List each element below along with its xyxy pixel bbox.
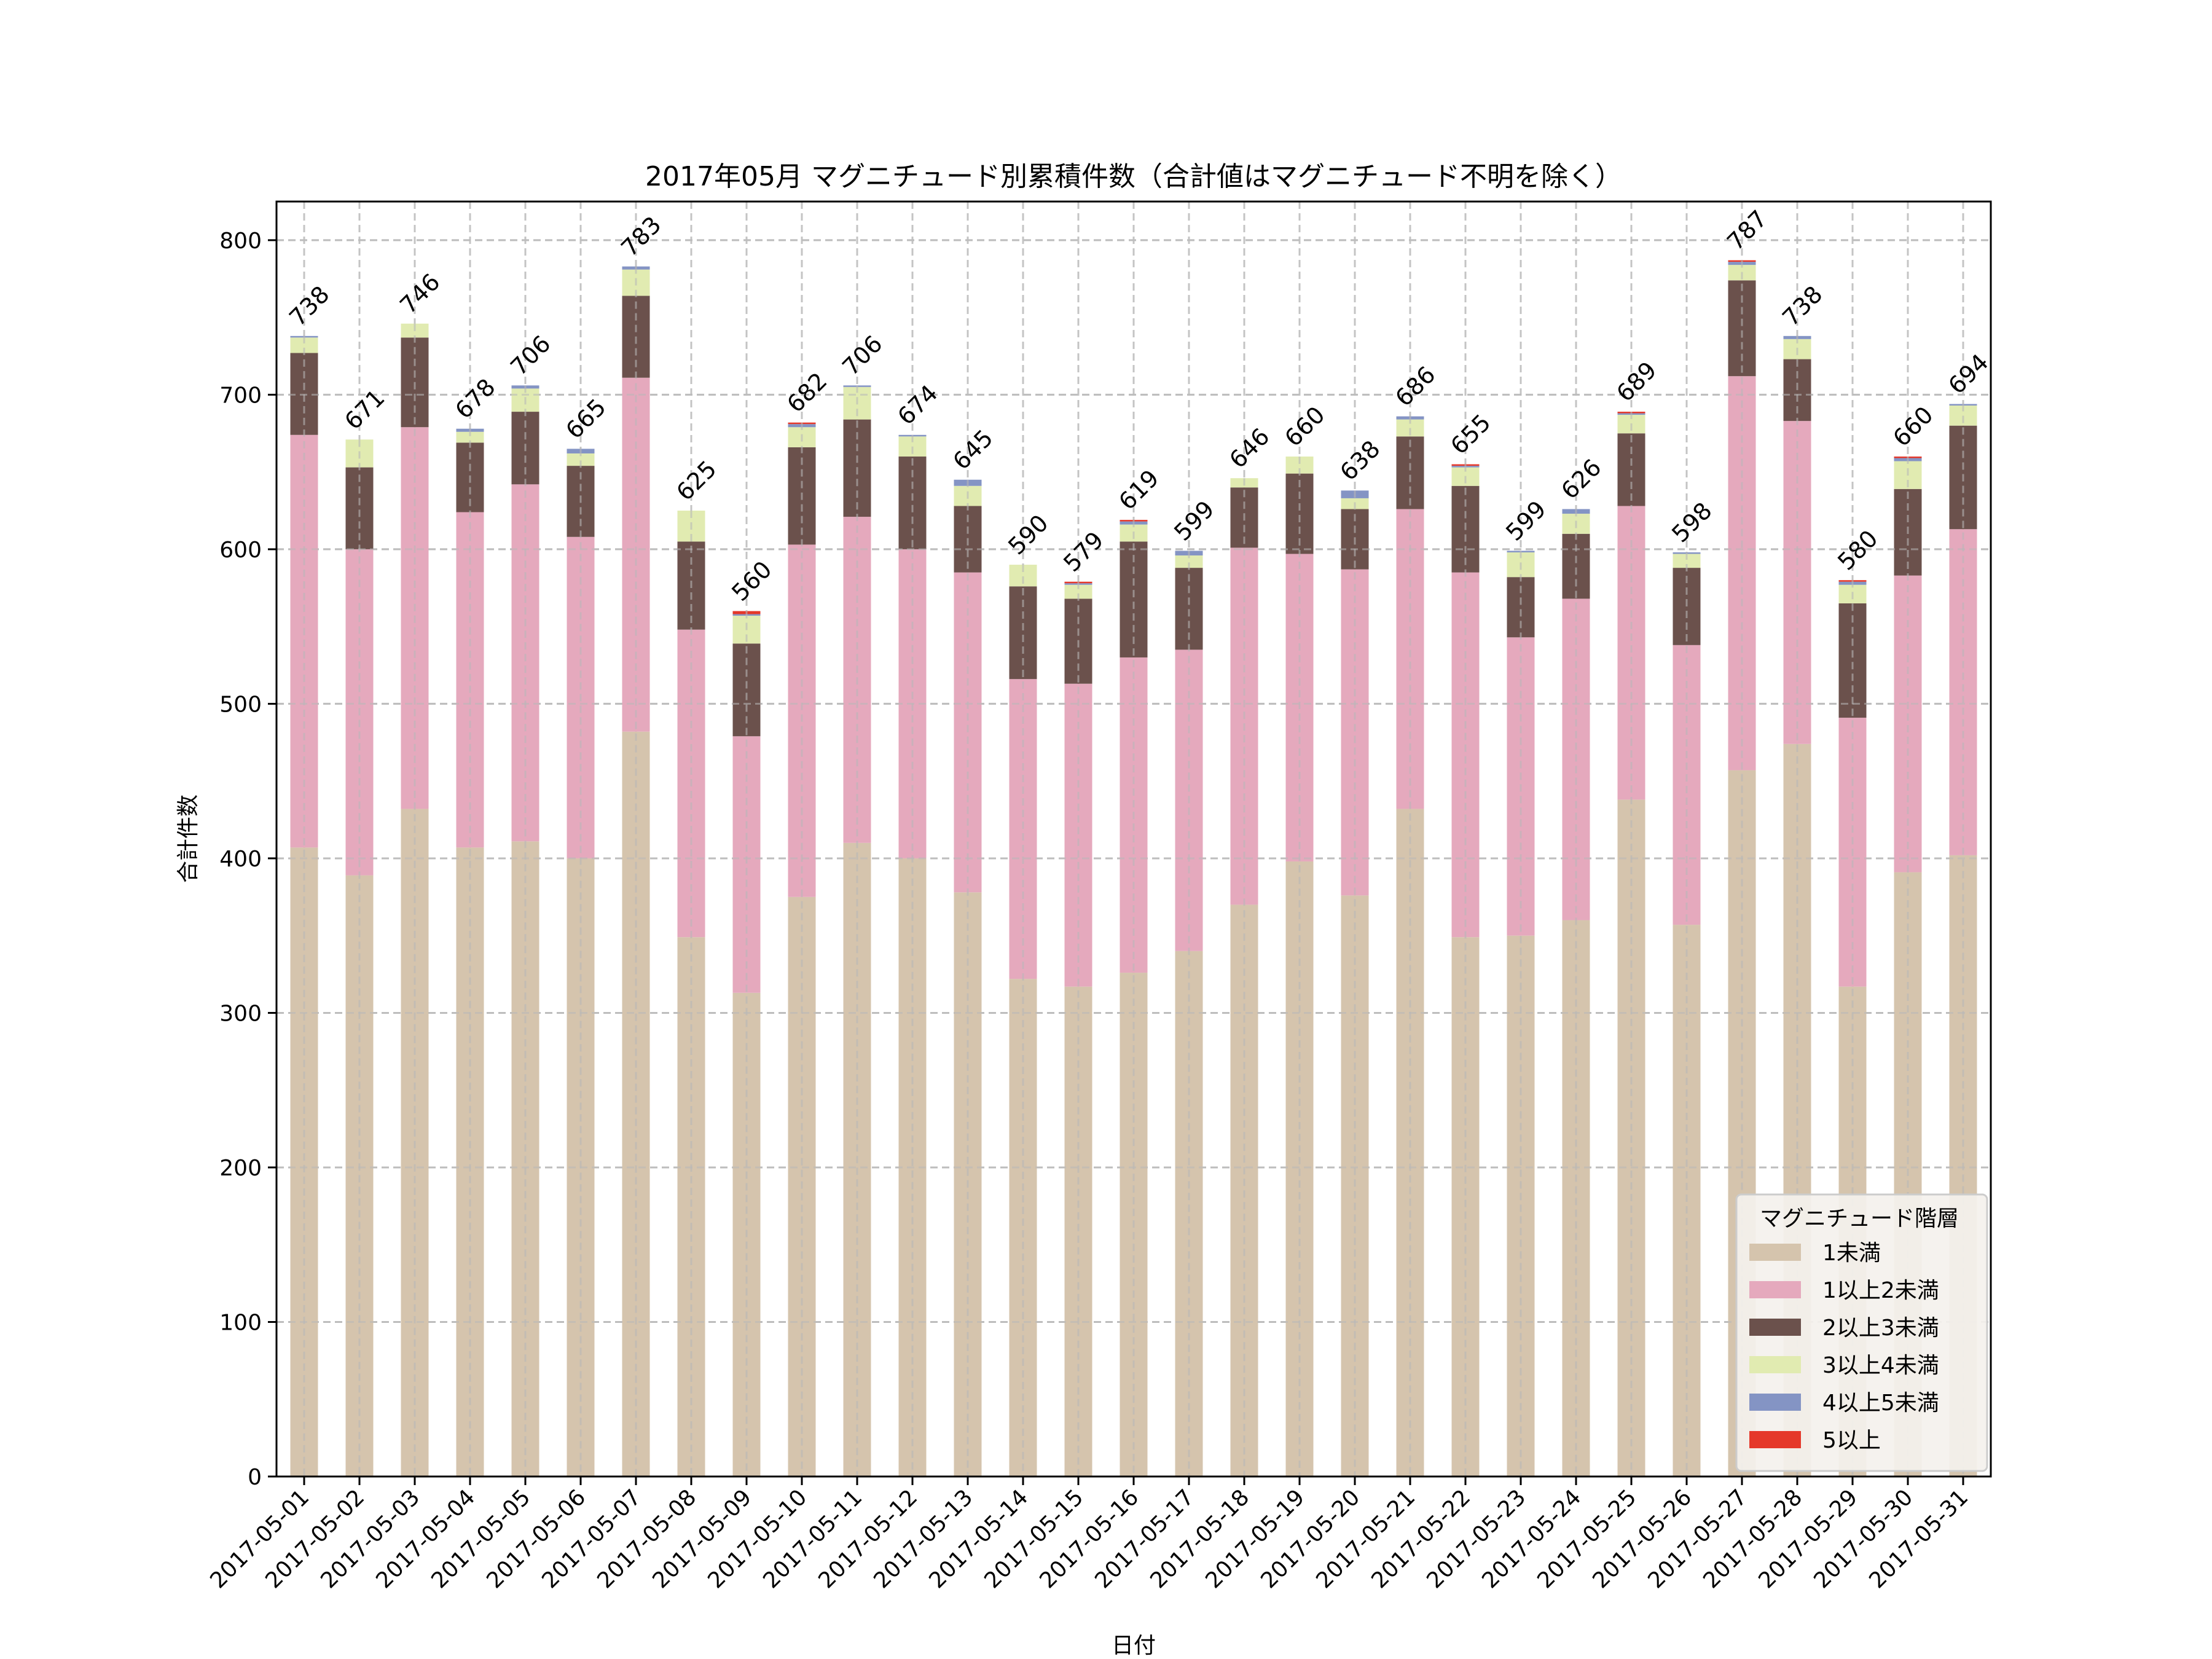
legend-title: マグニチュード階層: [1760, 1206, 1959, 1231]
y-tick-label: 500: [219, 692, 262, 717]
y-tick-label: 400: [219, 847, 262, 872]
legend-swatch: [1749, 1244, 1801, 1261]
total-label: 694: [1943, 348, 1993, 399]
bar-segment: [456, 431, 484, 443]
legend-swatch: [1749, 1356, 1801, 1373]
chart-title: 2017年05月 マグニチュード別累積件数（合計値はマグニチュード不明を除く）: [645, 161, 1622, 192]
bar-segment: [1009, 979, 1037, 1477]
total-label: 665: [560, 393, 611, 444]
total-label: 678: [450, 374, 500, 424]
total-label: 738: [1777, 281, 1827, 331]
total-label: 706: [505, 330, 555, 380]
legend-swatch: [1749, 1394, 1801, 1411]
total-label: 599: [1169, 495, 1219, 546]
legend-swatch: [1749, 1281, 1801, 1298]
total-label: 787: [1722, 205, 1772, 256]
bars: [276, 239, 1991, 1477]
total-label: 638: [1335, 435, 1385, 485]
total-label: 646: [1224, 423, 1274, 473]
legend-label: 1以上2未満: [1822, 1278, 1939, 1303]
total-label: 660: [1279, 401, 1330, 452]
bar-segment: [1064, 986, 1092, 1477]
legend-label: 3以上4未満: [1822, 1353, 1939, 1378]
total-label: 590: [1003, 509, 1053, 560]
total-label: 682: [782, 367, 832, 418]
total-label: 738: [284, 281, 334, 331]
total-label: 660: [1888, 401, 1938, 452]
bar-segment: [1175, 951, 1203, 1477]
legend-label: 1未満: [1822, 1241, 1881, 1266]
bar-segment: [1396, 436, 1424, 509]
total-label: 579: [1058, 527, 1108, 577]
legend-swatch: [1749, 1431, 1801, 1448]
total-label: 625: [671, 455, 721, 506]
total-label: 671: [339, 384, 390, 434]
total-label: 686: [1390, 361, 1440, 412]
x-axis: 2017-05-012017-05-022017-05-032017-05-04…: [205, 1477, 1973, 1593]
bar-segment: [1673, 554, 1701, 568]
bar-segment: [1396, 509, 1424, 809]
total-label: 598: [1666, 497, 1717, 547]
y-tick-label: 200: [219, 1156, 262, 1181]
bar-segment: [1562, 533, 1590, 599]
total-label: 626: [1556, 453, 1606, 504]
total-label: 645: [947, 425, 998, 475]
y-tick-label: 300: [219, 1001, 262, 1026]
total-label: 783: [616, 211, 666, 262]
legend-swatch: [1749, 1319, 1801, 1336]
total-label: 706: [837, 330, 887, 380]
legend: マグニチュード階層 1未満 1以上2未満 2以上3未満 3以上4未満 4以上5未満 5以上: [1735, 1193, 1988, 1472]
legend-label: 5以上: [1822, 1428, 1881, 1453]
bar-segment: [1673, 645, 1701, 925]
bar-segment: [456, 847, 484, 1477]
legend-label: 2以上3未満: [1822, 1316, 1939, 1341]
x-axis-label: 日付: [1112, 1633, 1156, 1658]
bar-segment: [1451, 572, 1480, 938]
bar-segment: [1175, 555, 1203, 568]
legend-items: 1未満 1以上2未満 2以上3未満 3以上4未満 4以上5未満 5以上: [1749, 1241, 1939, 1453]
bar-segment: [1728, 280, 1756, 377]
y-axis: 0 100 200 300 400 500 600 700 800: [219, 229, 276, 1490]
legend-label: 4以上5未満: [1822, 1390, 1939, 1416]
y-tick-label: 800: [219, 229, 262, 254]
total-label: 674: [892, 380, 943, 430]
total-label: 599: [1500, 495, 1551, 546]
total-label: 746: [394, 269, 445, 319]
y-tick-label: 600: [219, 538, 262, 563]
y-axis-label: 合計件数: [176, 794, 201, 883]
bar-segment: [567, 453, 595, 466]
total-label: 580: [1832, 525, 1883, 575]
total-label: 560: [726, 555, 777, 606]
y-tick-label: 100: [219, 1310, 262, 1335]
total-label: 619: [1113, 465, 1164, 515]
total-label: 689: [1611, 356, 1661, 407]
bar-segment: [1064, 584, 1092, 599]
bar-segment: [290, 847, 318, 1477]
total-label: 655: [1445, 409, 1496, 460]
y-tick-label: 0: [248, 1465, 262, 1490]
y-tick-label: 700: [219, 383, 262, 408]
